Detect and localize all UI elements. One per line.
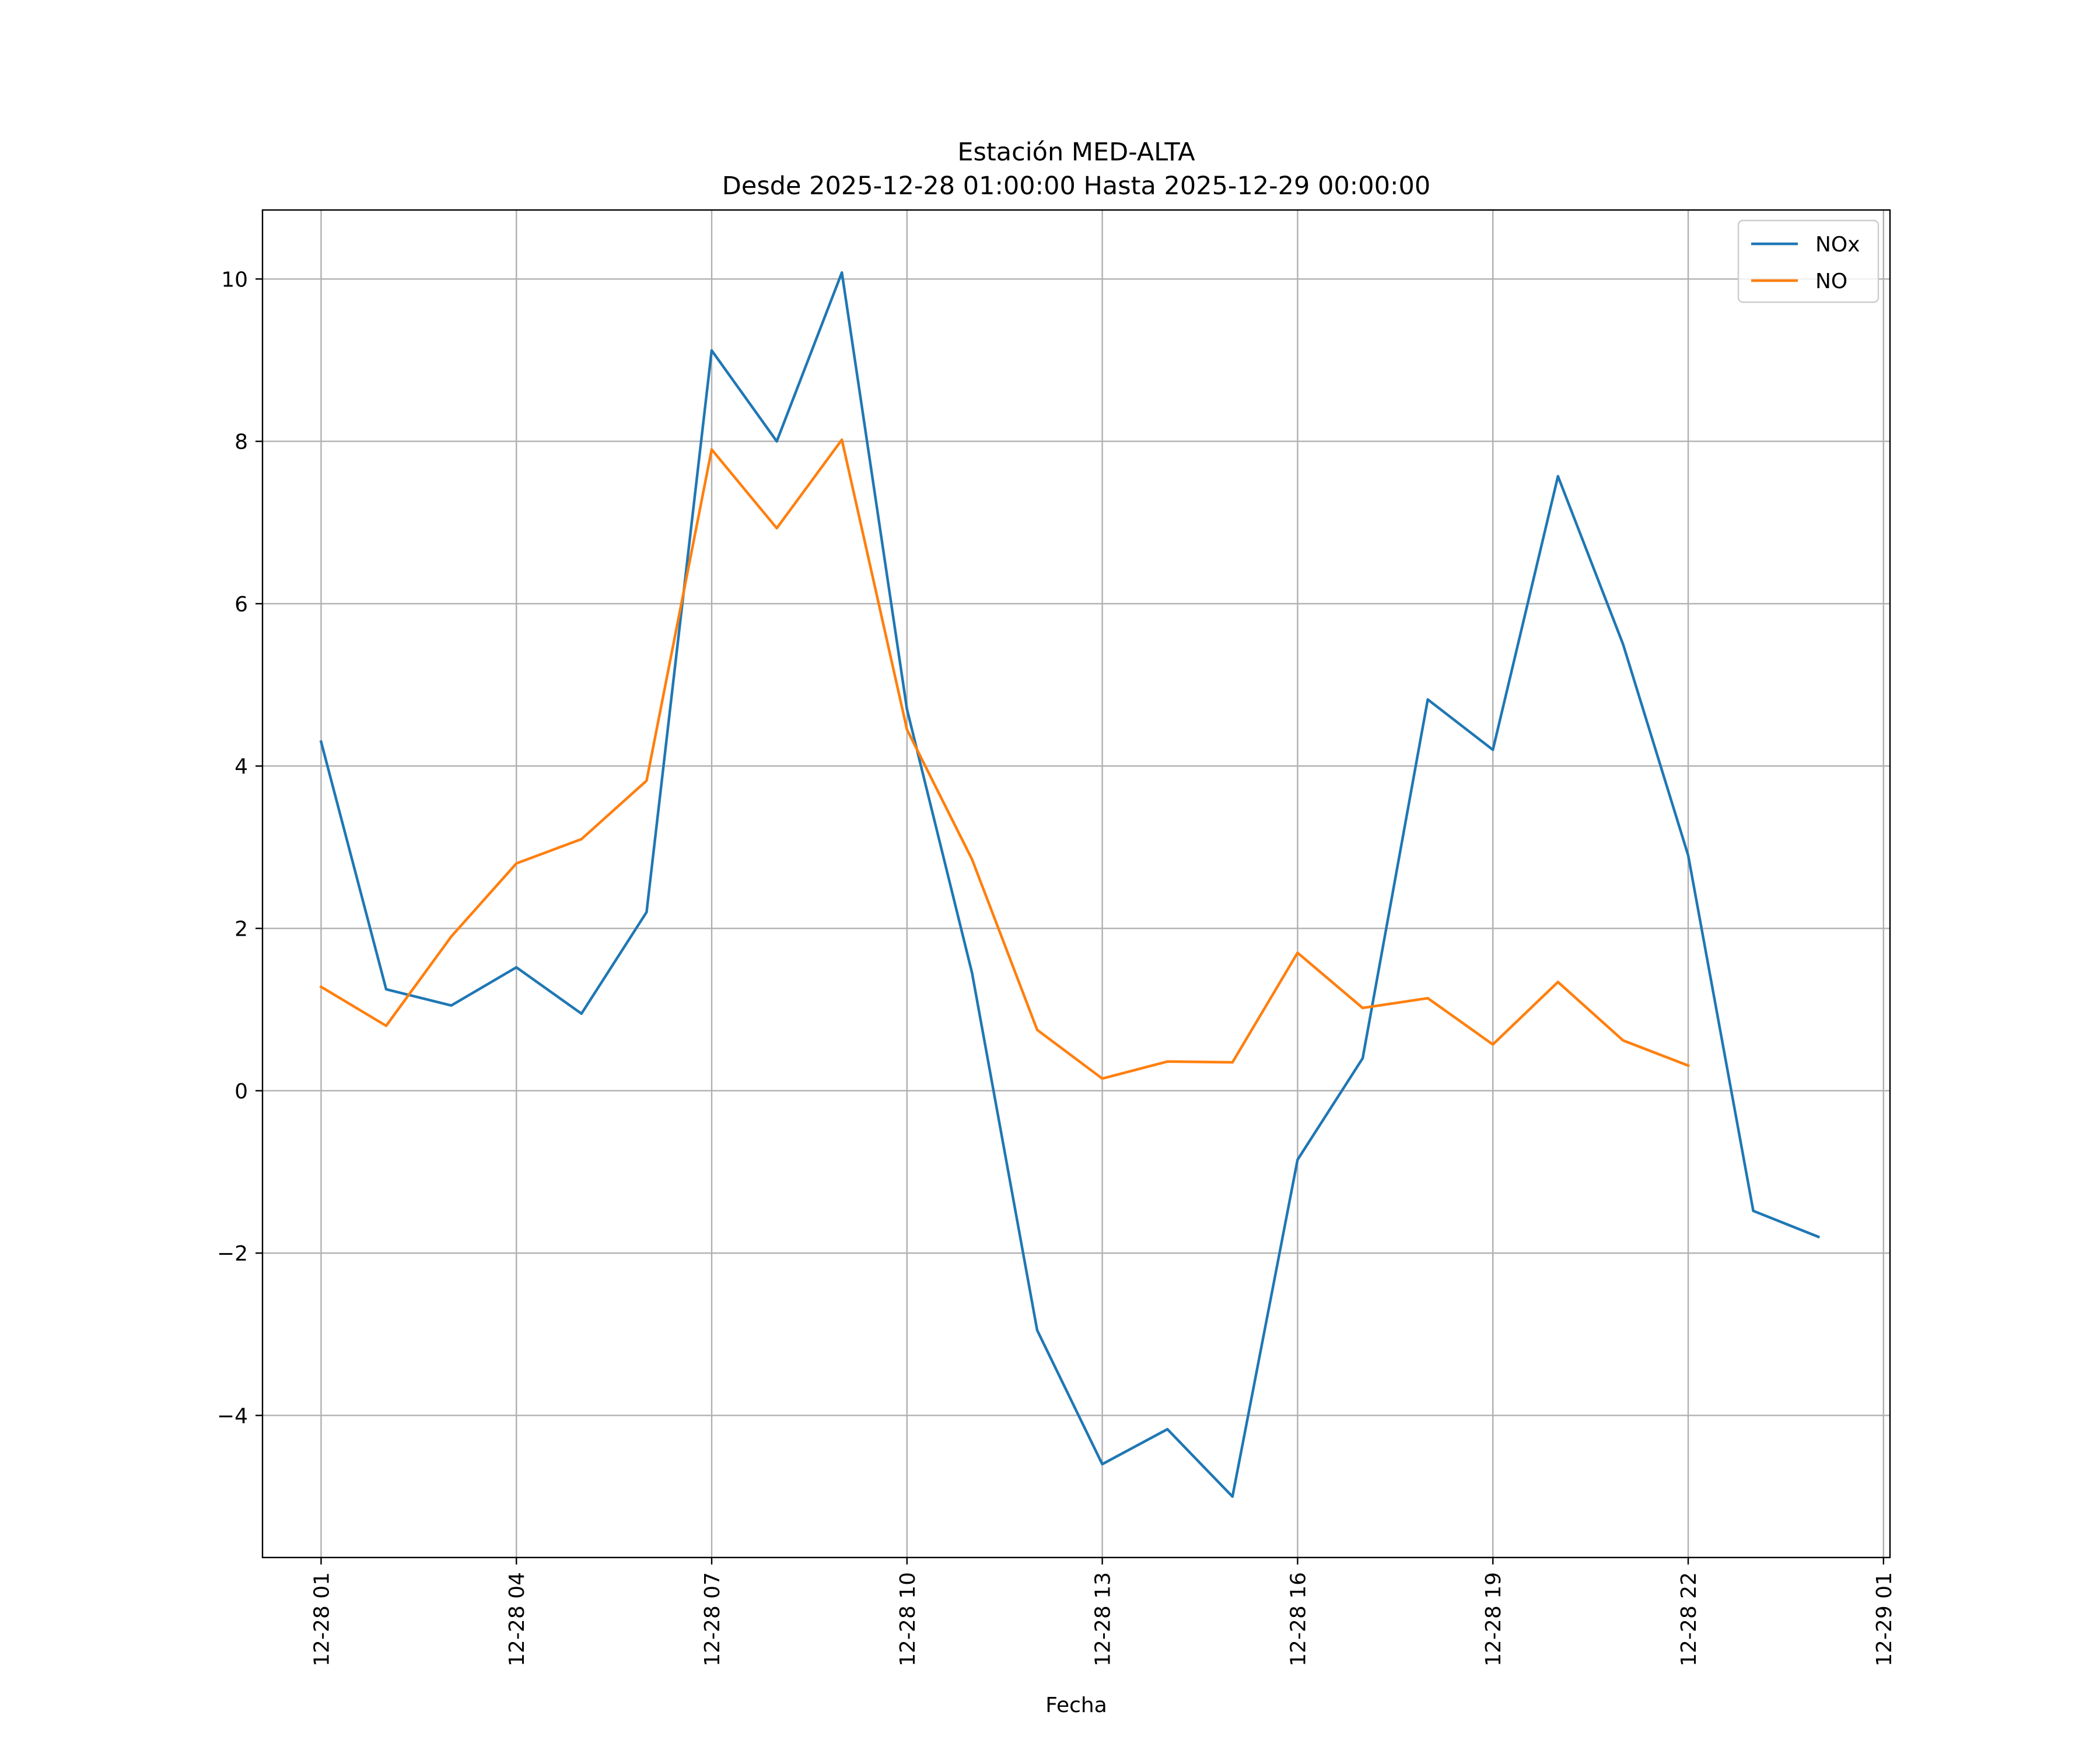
legend-label-no: NO [1815, 270, 1847, 293]
series-line-nox [319, 271, 1821, 1498]
y-tick-label: 4 [235, 755, 248, 779]
legend-label-nox: NOx [1815, 233, 1860, 257]
y-tick-label: 2 [235, 918, 248, 942]
y-tick-label: 10 [221, 268, 248, 292]
x-tick-label: 12-28 04 [505, 1572, 529, 1667]
y-tick-label: 0 [235, 1080, 248, 1104]
grid [262, 210, 1890, 1558]
y-tick-label: 6 [235, 593, 248, 617]
series-line-no [319, 438, 1690, 1080]
axis-ticks: 12-28 01 12-28 04 12-28 07 12-28 10 12-28 13… [217, 268, 1896, 1667]
x-tick-label: 12-28 01 [310, 1572, 334, 1667]
y-tick-label: −4 [217, 1404, 248, 1428]
x-tick-label: 12-29 01 [1873, 1572, 1896, 1667]
x-axis-label: Fecha [1045, 1693, 1107, 1717]
chart-title: Estación MED-ALTA [957, 138, 1195, 167]
series-lines [319, 271, 1821, 1498]
x-tick-label: 12-28 16 [1286, 1572, 1310, 1667]
y-tick-label: 8 [235, 430, 248, 454]
legend: NOx NO [1737, 219, 1880, 303]
x-tick-label: 12-28 10 [896, 1572, 920, 1667]
plot-frame [261, 209, 1891, 1559]
x-tick-label: 12-28 19 [1482, 1572, 1506, 1667]
chart-subtitle: Desde 2025-12-28 01:00:00 Hasta 2025-12-… [722, 172, 1430, 201]
x-tick-label: 12-28 13 [1091, 1572, 1115, 1667]
x-tick-label: 12-28 07 [701, 1572, 724, 1667]
x-tick-label: 12-28 22 [1677, 1572, 1701, 1667]
y-tick-label: −2 [217, 1242, 248, 1266]
